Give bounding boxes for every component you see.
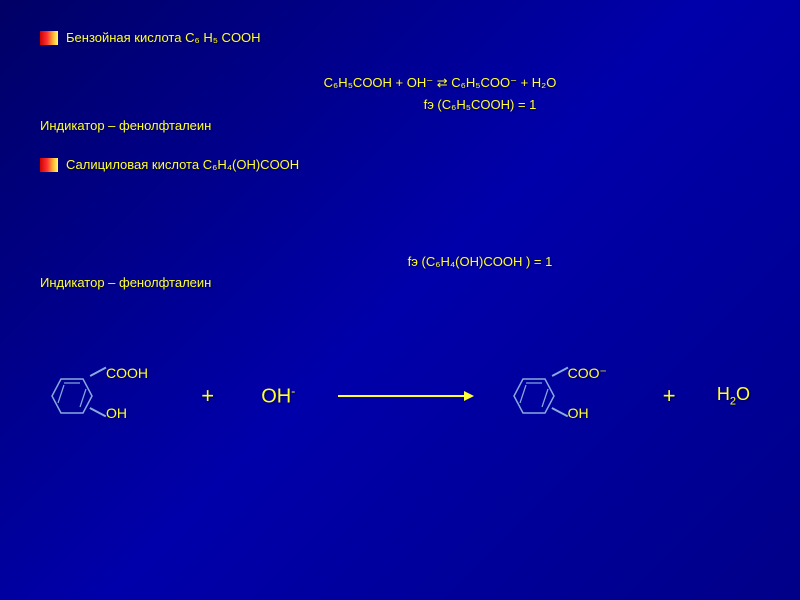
hydroxide-term: OH- (255, 384, 301, 409)
feq-1: fэ (C₆H₅COOH) = 1 (200, 97, 760, 112)
plus-sign: + (657, 383, 682, 409)
substituent-cooh: COOH (106, 365, 148, 381)
indicator-2: Индикатор – фенолфталеин (40, 275, 760, 290)
bullet-icon (40, 31, 58, 45)
salicylic-title: Салициловая кислота C₆H₄(OH)COOH (66, 157, 299, 172)
substituent-coo: COO⁻ (568, 365, 607, 382)
water-product: H2O (717, 384, 750, 408)
bullet-icon (40, 158, 58, 172)
bond-line (551, 367, 568, 377)
bullet-salicylic: Салициловая кислота C₆H₄(OH)COOH (40, 157, 760, 172)
reaction-scheme: COOH OH + OH- COO⁻ OH (40, 361, 760, 431)
benzene-ring-icon (512, 377, 556, 415)
benzene-ring-icon (50, 377, 94, 415)
plus-sign: + (195, 383, 220, 409)
equation-1: C₆H₅COOH + OH⁻ ⇄ C₆H₅COO⁻ + H₂O (120, 75, 760, 91)
reaction-arrow (336, 386, 476, 406)
substituent-oh: OH (568, 405, 589, 421)
oh-text: OH (261, 385, 291, 407)
molecule-product: COO⁻ OH (512, 361, 622, 431)
molecule-reactant: COOH OH (50, 361, 160, 431)
bullet-benzoic: Бензойная кислота C₆ H₅ COOH (40, 30, 760, 45)
indicator-1: Индикатор – фенолфталеин (40, 118, 760, 133)
feq-2: fэ (C₆H₄(OH)COOH ) = 1 (200, 254, 760, 269)
benzoic-title: Бензойная кислота C₆ H₅ COOH (66, 30, 261, 45)
bond-line (90, 367, 107, 377)
substituent-oh: OH (106, 405, 127, 421)
